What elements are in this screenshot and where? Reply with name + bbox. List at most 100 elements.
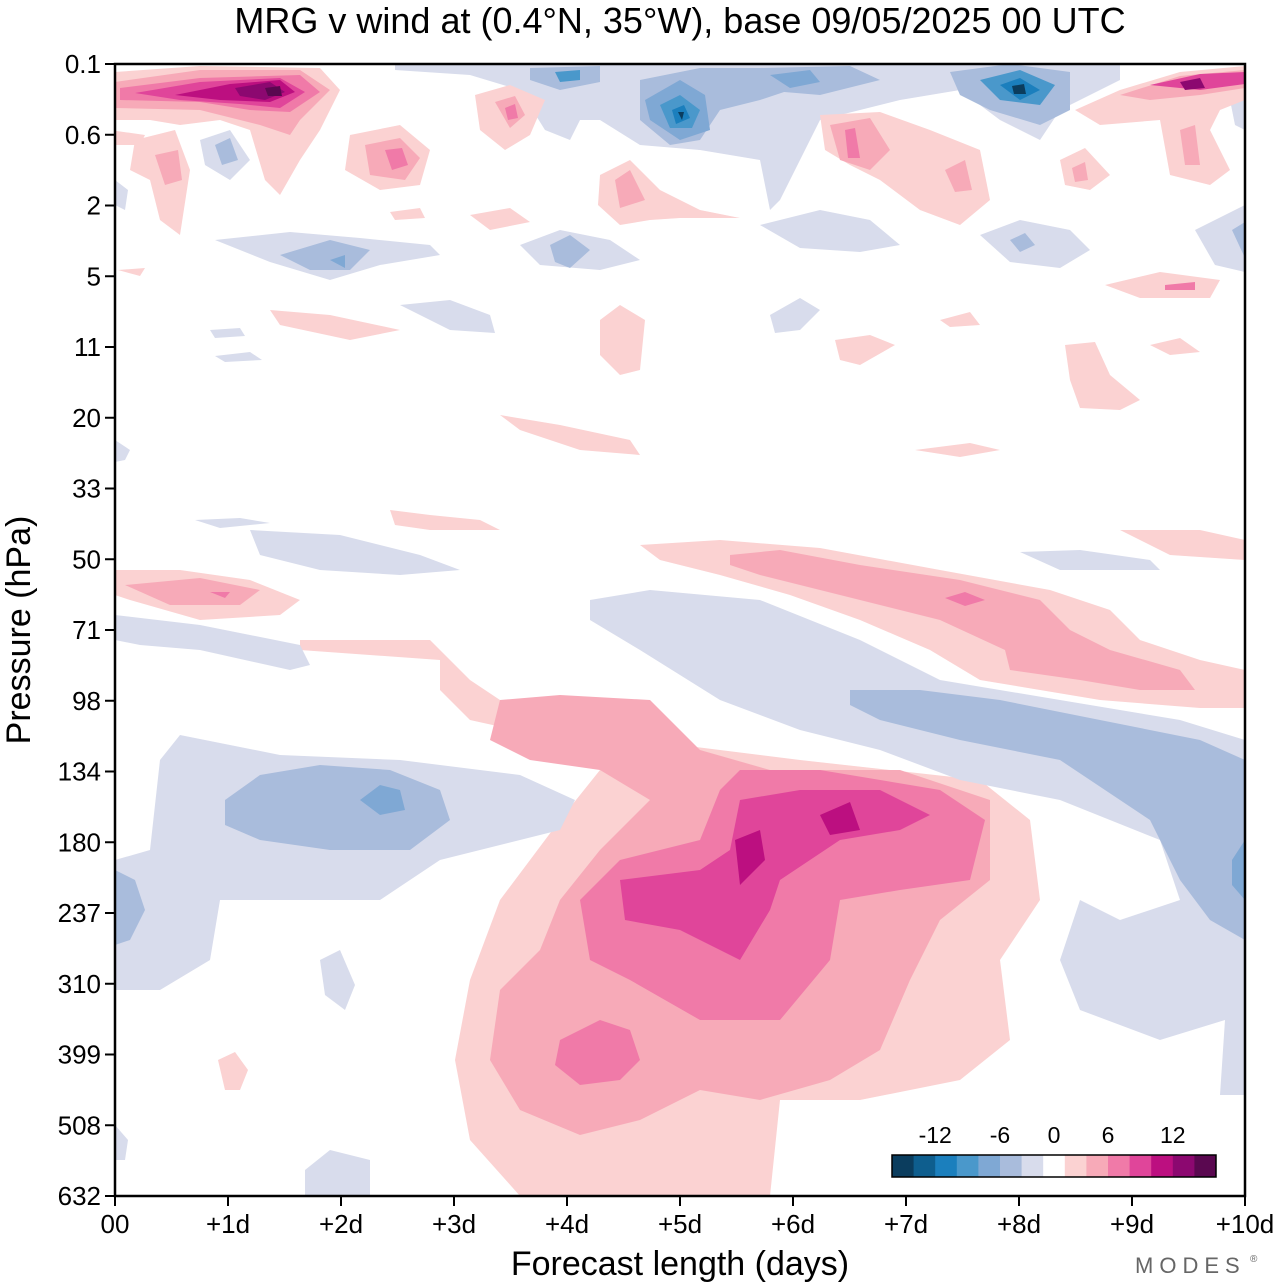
contour-neg-upper-9: [1195, 205, 1245, 272]
colorbar-frame: [891, 1154, 1217, 1178]
contour-pos-top-24: [1075, 66, 1245, 185]
contour-neg-upper-3: [330, 255, 345, 268]
contour-neg-top-13: [1012, 84, 1026, 94]
colorbar-tick-label: 0: [1048, 1122, 1061, 1148]
y-axis-label: Pressure (hPa): [0, 516, 38, 745]
contour-neg-left-4: [115, 870, 145, 945]
colorbar-swatch: [978, 1155, 1001, 1177]
contour-pos-upper-1: [470, 208, 530, 230]
contour-pos-strat-7: [1105, 272, 1220, 298]
y-tick-label: 632: [58, 1181, 101, 1211]
contour-pos-top-9: [155, 150, 182, 185]
y-tick-label: 33: [72, 474, 101, 504]
y-tick-label: 310: [58, 969, 101, 999]
contour-neg-top-15: [770, 70, 820, 88]
y-tick-label: 5: [87, 261, 101, 291]
colorbar-tick-label: 12: [1160, 1122, 1186, 1148]
contour-pos-top-29: [115, 130, 145, 145]
contour-pos-low-1: [218, 1052, 248, 1090]
contour-neg-top-7: [678, 112, 684, 120]
contour-pos-top-20: [845, 128, 860, 158]
y-tick-label: 11: [74, 332, 101, 362]
colorbar-swatch: [913, 1155, 936, 1177]
contour-neg-strat-1: [400, 300, 495, 333]
x-axis-label: Forecast length (days): [511, 1245, 849, 1283]
contour-pos-top-17: [615, 170, 645, 208]
contour-pos-top-12: [385, 148, 408, 170]
contour-neg-diag-3: [1232, 840, 1245, 900]
colorbar-tick-label: 6: [1102, 1122, 1115, 1148]
y-tick-label: 2: [87, 191, 101, 221]
contour-neg-upper-7: [980, 220, 1090, 268]
contour-neg-mid-3: [195, 518, 270, 528]
y-tick-label: 180: [58, 827, 101, 857]
contour-neg-left-2: [225, 765, 450, 850]
contour-pos-top-7: [265, 86, 282, 96]
contour-neg-mid-2: [250, 530, 460, 575]
x-tick-label: +3d: [432, 1209, 476, 1239]
x-tick-label: +6d: [771, 1209, 815, 1239]
contour-pos-mid-4: [390, 510, 500, 530]
y-tick-label: 50: [72, 544, 101, 574]
contour-pos-strat-5: [1150, 338, 1200, 355]
x-tick-label: +8d: [997, 1209, 1041, 1239]
y-tick-label: 0.6: [65, 120, 101, 150]
x-tick-label: +2d: [319, 1209, 363, 1239]
x-tick-label: +5d: [658, 1209, 702, 1239]
contour-pos-mid-7: [945, 592, 985, 606]
contour-pos-lower-5a: [735, 830, 765, 885]
contour-pos-lower-4: [620, 790, 930, 960]
colorbar-swatch: [1021, 1155, 1044, 1177]
contour-pos-lower-5b: [820, 802, 860, 835]
contour-neg-strat-5: [115, 440, 130, 462]
contour-pos-top-27: [1180, 78, 1205, 90]
x-axis: 00 +1d +2d +3d +4d +5d +6d +7d +8d +9d +10d: [101, 1196, 1274, 1239]
contour-pos-strat-6: [940, 312, 980, 327]
contour-neg-bottom-1: [320, 950, 355, 1010]
y-tick-label: 71: [72, 615, 101, 645]
colorbar-tick-label: -12: [919, 1122, 952, 1148]
contour-neg-strat-4: [215, 352, 262, 362]
contour-pos-top-21: [945, 160, 972, 192]
y-tick-label: 98: [72, 686, 101, 716]
y-tick-label: 508: [58, 1110, 101, 1140]
contour-pos-mid-2: [125, 578, 260, 605]
contour-pos-top-19: [830, 118, 890, 170]
chart-title: MRG v wind at (0.4°N, 35°W), base 09/05/…: [234, 0, 1125, 41]
y-tick-label: 134: [58, 757, 101, 787]
plot-area: [115, 64, 1245, 1196]
contour-pos-strat-9: [118, 268, 145, 276]
contour-pos-strat-3: [835, 335, 895, 365]
brand-mark: ®: [1250, 1254, 1258, 1265]
contour-neg-left-3: [360, 785, 405, 815]
y-tick-label: 20: [72, 403, 101, 433]
contour-neg-upper-8: [1010, 233, 1035, 252]
x-tick-label: +7d: [884, 1209, 928, 1239]
y-axis: 0.1 0.6 2 5 11 20 33 50 71 98 134 180 237 310 399 508 63…: [58, 49, 115, 1211]
contour-pos-mid-6: [730, 550, 1195, 690]
contour-neg-diag-2: [850, 690, 1245, 940]
contour-pos-top-16: [598, 160, 740, 225]
contour-pos-strat-4: [1065, 342, 1140, 410]
x-tick-label: 00: [101, 1209, 130, 1239]
brand-text: MODES: [1135, 1253, 1246, 1278]
contour-neg-top-9: [555, 70, 580, 82]
colorbar-swatch: [1064, 1155, 1087, 1177]
colorbar-swatch: [1151, 1155, 1174, 1177]
contour-neg-mid-4: [1020, 550, 1160, 570]
contour-pos-mid-9: [500, 415, 640, 455]
contour-pos-mid-8: [1120, 530, 1245, 560]
y-tick-label: 237: [58, 898, 101, 928]
contour-neg-bottom-3: [115, 1125, 128, 1160]
contour-pos-strat-1: [270, 310, 400, 340]
contour-neg-top-17: [215, 138, 238, 165]
x-tick-label: +9d: [1110, 1209, 1154, 1239]
y-tick-label: 399: [58, 1040, 101, 1070]
y-tick-label: 0.1: [65, 49, 101, 79]
contour-pos-mid-3: [210, 592, 230, 598]
colorbar: -12 -6 0 6 12: [890, 1122, 1218, 1179]
contour-neg-upper-2: [280, 240, 370, 270]
contour-neg-top-19: [115, 180, 128, 210]
contour-neg-upper-5: [550, 235, 590, 268]
